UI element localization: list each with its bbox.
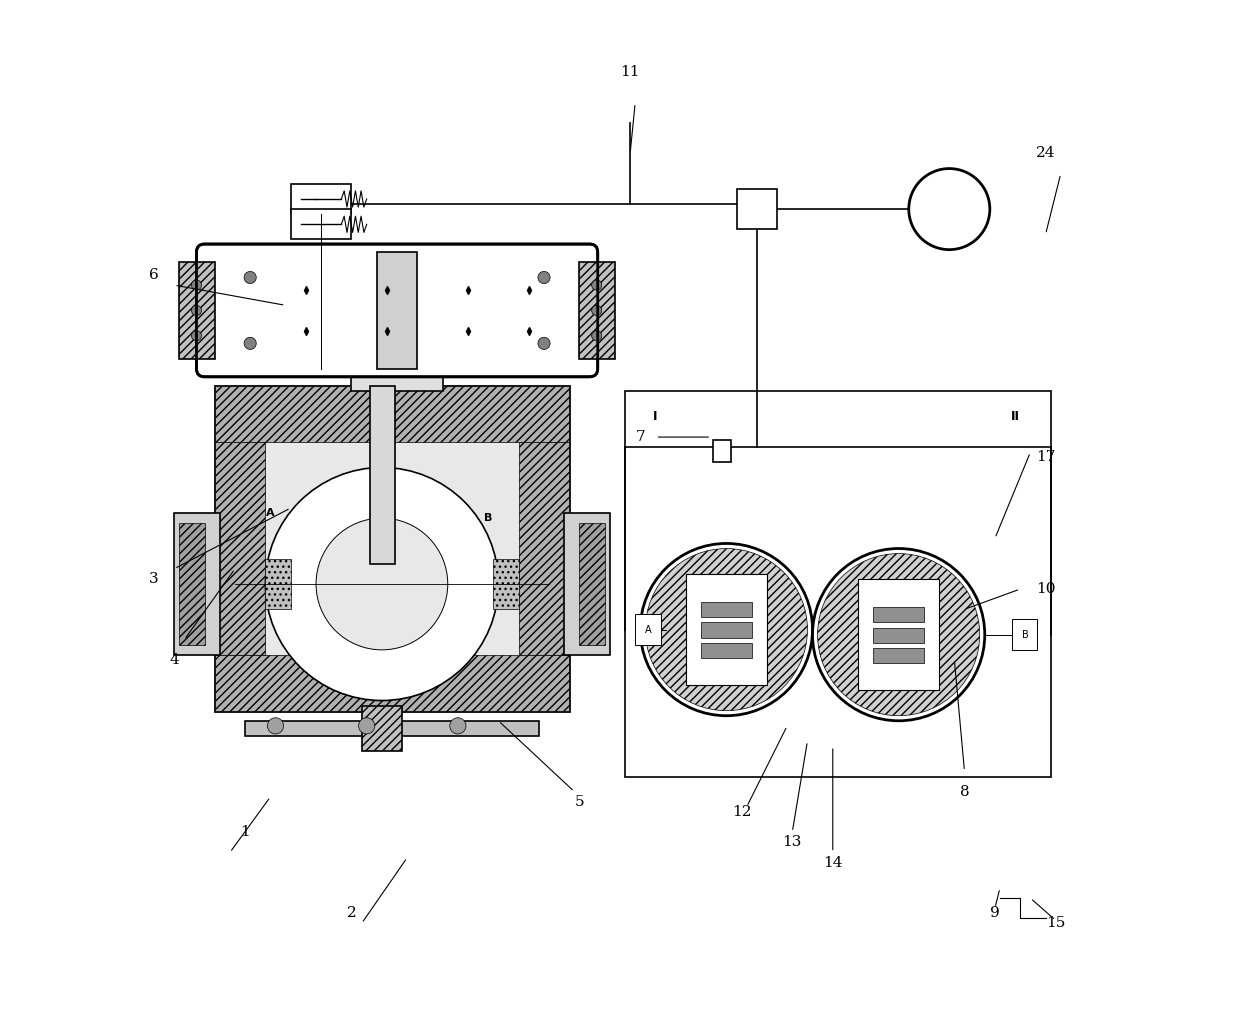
Text: 15: 15 xyxy=(1047,916,1065,931)
Bar xyxy=(265,559,290,610)
Bar xyxy=(701,643,751,658)
Text: A: A xyxy=(267,508,275,518)
Circle shape xyxy=(191,330,202,340)
Circle shape xyxy=(812,549,985,720)
Circle shape xyxy=(645,549,807,710)
Bar xyxy=(290,209,351,240)
Text: 24: 24 xyxy=(1035,146,1055,161)
Bar xyxy=(215,442,265,655)
Circle shape xyxy=(316,518,448,650)
Bar xyxy=(873,628,924,643)
Circle shape xyxy=(640,544,812,715)
FancyBboxPatch shape xyxy=(215,386,569,710)
Bar xyxy=(873,608,924,623)
FancyBboxPatch shape xyxy=(196,244,598,377)
Text: 8: 8 xyxy=(960,784,970,799)
Bar xyxy=(635,615,661,645)
Circle shape xyxy=(591,280,601,291)
Text: B: B xyxy=(484,513,492,523)
Bar xyxy=(1012,620,1038,650)
Bar xyxy=(579,523,605,645)
Bar xyxy=(686,574,766,686)
Circle shape xyxy=(244,337,257,350)
Bar xyxy=(351,369,443,391)
Text: 13: 13 xyxy=(782,835,802,849)
Text: 11: 11 xyxy=(620,65,640,79)
Bar xyxy=(625,391,1050,776)
Circle shape xyxy=(909,169,990,250)
Text: B: B xyxy=(1022,630,1029,640)
Text: 3: 3 xyxy=(149,572,159,586)
Circle shape xyxy=(244,271,257,283)
Bar xyxy=(370,386,396,564)
Text: 10: 10 xyxy=(1035,582,1055,596)
Bar xyxy=(377,252,418,369)
Text: 6: 6 xyxy=(149,268,159,282)
Circle shape xyxy=(538,337,551,350)
Text: A: A xyxy=(645,625,652,635)
Text: II: II xyxy=(1011,410,1019,424)
Text: I: I xyxy=(466,364,470,376)
Circle shape xyxy=(817,554,980,715)
Bar xyxy=(362,705,402,751)
Circle shape xyxy=(358,717,374,734)
Bar xyxy=(290,184,351,214)
Bar xyxy=(701,623,751,638)
Bar xyxy=(246,720,539,736)
Text: 2: 2 xyxy=(347,906,356,920)
Text: 7: 7 xyxy=(635,430,645,444)
Bar xyxy=(215,655,569,710)
Text: 12: 12 xyxy=(732,805,751,819)
Bar xyxy=(518,442,569,655)
Circle shape xyxy=(265,467,498,700)
Circle shape xyxy=(591,306,601,316)
Bar xyxy=(858,579,939,691)
Bar xyxy=(494,559,518,610)
Bar xyxy=(180,523,205,645)
Text: 4: 4 xyxy=(170,653,179,666)
Bar xyxy=(701,602,751,618)
Bar xyxy=(215,386,569,442)
Bar xyxy=(713,440,732,462)
Bar xyxy=(564,513,610,655)
Bar xyxy=(737,189,777,230)
Circle shape xyxy=(191,306,202,316)
Text: 1: 1 xyxy=(241,825,250,839)
Circle shape xyxy=(538,271,551,283)
Text: 17: 17 xyxy=(1035,450,1055,464)
Text: 14: 14 xyxy=(823,855,842,870)
Circle shape xyxy=(191,280,202,291)
Text: I: I xyxy=(653,410,657,424)
Bar xyxy=(873,648,924,663)
Circle shape xyxy=(450,717,466,734)
Text: I: I xyxy=(289,364,293,376)
Bar xyxy=(180,262,215,359)
Text: 9: 9 xyxy=(990,906,999,920)
Circle shape xyxy=(591,330,601,340)
Text: 5: 5 xyxy=(574,795,584,809)
Bar xyxy=(174,513,219,655)
Circle shape xyxy=(268,717,284,734)
Bar xyxy=(579,262,615,359)
